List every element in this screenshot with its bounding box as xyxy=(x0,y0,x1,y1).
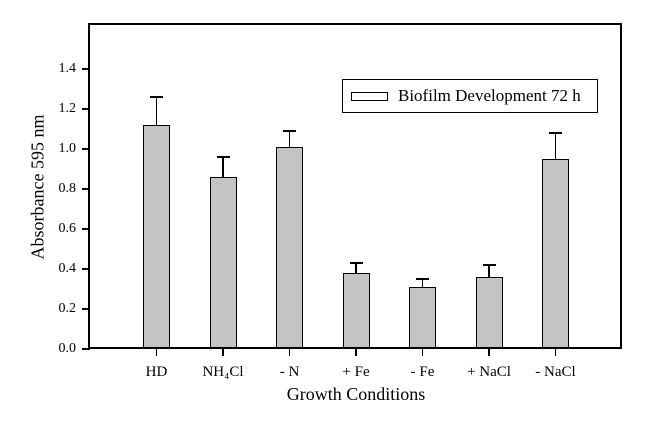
x-axis-title: Growth Conditions xyxy=(286,384,426,404)
bar xyxy=(209,177,237,349)
y-tick-label: 0.0 xyxy=(58,341,77,356)
error-bar xyxy=(554,133,557,159)
y-axis-tick xyxy=(82,108,90,110)
y-axis-tick xyxy=(82,268,90,270)
y-axis-tick xyxy=(82,188,90,190)
legend: Biofilm Development 72 h xyxy=(342,79,598,113)
y-axis-tick xyxy=(82,348,90,350)
bar xyxy=(276,147,303,349)
x-tick-label: HD xyxy=(145,364,168,380)
y-axis-tick xyxy=(82,228,90,230)
x-tick-label: - Fe xyxy=(410,364,435,380)
x-tick-label: - NaCl xyxy=(535,364,576,380)
error-bar-cap xyxy=(283,130,296,132)
y-axis-tick xyxy=(82,68,90,70)
y-tick-label: 0.4 xyxy=(58,261,77,276)
y-axis-title: Absorbance 595 nm xyxy=(27,114,48,260)
error-bar xyxy=(488,265,490,277)
x-axis-tick xyxy=(554,349,557,356)
error-bar xyxy=(355,263,357,273)
error-bar-cap xyxy=(482,264,496,266)
x-axis-tick xyxy=(355,349,357,356)
y-axis-tick xyxy=(82,148,90,150)
error-bar-cap xyxy=(549,132,562,134)
x-tick-label: + NaCl xyxy=(467,364,511,380)
bar xyxy=(542,159,569,349)
y-tick-label: 1.0 xyxy=(58,141,77,156)
x-tick-label: + Fe xyxy=(342,364,370,380)
legend-swatch-icon xyxy=(351,91,388,101)
error-bar xyxy=(288,131,291,147)
y-tick-label: 1.2 xyxy=(58,101,77,116)
x-axis-tick xyxy=(421,349,424,356)
error-bar-cap xyxy=(150,96,163,98)
x-tick-label: NH₄Cl xyxy=(202,364,244,380)
bar xyxy=(143,125,170,349)
error-bar xyxy=(421,279,424,287)
x-axis-tick xyxy=(288,349,291,356)
x-tick-label: - N xyxy=(279,364,300,380)
error-bar xyxy=(155,97,158,125)
x-axis-tick xyxy=(155,349,158,356)
y-tick-label: 0.6 xyxy=(58,221,77,236)
bar xyxy=(409,287,436,349)
error-bar xyxy=(222,157,224,177)
y-axis-tick xyxy=(82,308,90,310)
error-bar-cap xyxy=(216,156,230,158)
y-tick-label: 0.2 xyxy=(58,301,77,316)
x-axis-tick xyxy=(488,349,490,356)
y-tick-label: 0.8 xyxy=(58,181,77,196)
x-axis-tick xyxy=(222,349,224,356)
legend-label: Biofilm Development 72 h xyxy=(398,86,581,105)
error-bar-cap xyxy=(416,278,429,280)
plot-frame xyxy=(88,23,622,349)
bar xyxy=(475,277,503,349)
error-bar-cap xyxy=(349,262,363,264)
y-tick-label: 1.4 xyxy=(58,61,77,76)
